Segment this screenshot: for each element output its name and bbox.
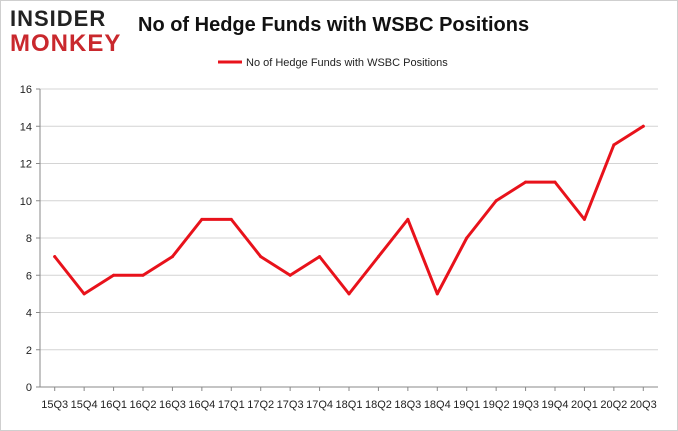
x-tick-label: 15Q4 — [71, 399, 98, 411]
data-point — [494, 199, 498, 203]
x-tick-label: 17Q4 — [306, 399, 333, 411]
data-point — [582, 217, 586, 221]
data-point — [141, 273, 145, 277]
x-tick-label: 20Q1 — [571, 399, 598, 411]
data-point — [612, 143, 616, 147]
x-tick-label: 15Q3 — [41, 399, 68, 411]
logo-text-top: INSIDER — [10, 6, 107, 31]
data-point — [376, 255, 380, 259]
data-point — [288, 273, 292, 277]
x-tick-label: 17Q1 — [218, 399, 245, 411]
logo-text-bottom: MONKEY — [10, 30, 122, 57]
data-point — [318, 255, 322, 259]
x-tick-label: 17Q2 — [247, 399, 274, 411]
x-tick-label: 19Q3 — [512, 399, 539, 411]
y-tick-label: 10 — [20, 196, 32, 208]
grid-lines — [40, 88, 658, 351]
data-point — [53, 255, 57, 259]
legend-label: No of Hedge Funds with WSBC Positions — [246, 57, 448, 69]
insider-monkey-logo: INSIDER MONKEY — [10, 8, 130, 56]
series-group — [53, 124, 645, 296]
x-tick-label: 19Q1 — [453, 399, 480, 411]
data-point — [465, 236, 469, 240]
data-point — [112, 273, 116, 277]
x-tick-label: 16Q4 — [188, 399, 215, 411]
data-point — [200, 217, 204, 221]
data-point — [229, 217, 233, 221]
data-point — [82, 292, 86, 296]
x-tick-label: 19Q4 — [542, 399, 569, 411]
data-point — [406, 217, 410, 221]
data-point — [524, 180, 528, 184]
data-point — [259, 255, 263, 259]
x-tick-label: 18Q3 — [394, 399, 421, 411]
x-tick-label: 20Q3 — [630, 399, 657, 411]
x-tick-label: 18Q1 — [336, 399, 363, 411]
y-tick-label: 4 — [26, 308, 32, 320]
y-tick-label: 12 — [20, 159, 32, 171]
data-point — [435, 292, 439, 296]
chart-title: No of Hedge Funds with WSBC Positions — [138, 14, 530, 36]
x-tick-label: 16Q1 — [100, 399, 127, 411]
y-tick-label: 8 — [26, 233, 32, 245]
x-tick-label: 20Q2 — [600, 399, 627, 411]
x-tick-label: 18Q2 — [365, 399, 392, 411]
axes — [36, 88, 658, 391]
x-tick-label: 18Q4 — [424, 399, 451, 411]
x-tick-label: 16Q2 — [130, 399, 157, 411]
legend: No of Hedge Funds with WSBC Positions — [218, 57, 448, 69]
y-tick-label: 16 — [20, 84, 32, 96]
x-tick-label: 19Q2 — [483, 399, 510, 411]
x-tick-labels: 15Q3 15Q4 16Q1 16Q2 16Q3 16Q4 17Q1 17Q2 17Q3 17Q4… — [41, 399, 656, 411]
y-tick-label: 6 — [26, 270, 32, 282]
y-tick-labels: 0 2 4 6 8 10 12 14 16 — [20, 84, 32, 394]
data-point — [347, 292, 351, 296]
x-tick-label: 17Q3 — [277, 399, 304, 411]
y-tick-label: 2 — [26, 345, 32, 357]
data-point — [641, 124, 645, 128]
y-tick-label: 14 — [20, 121, 32, 133]
data-point — [553, 180, 557, 184]
series-line — [53, 124, 645, 296]
y-tick-label: 0 — [26, 382, 32, 394]
data-point — [170, 255, 174, 259]
x-tick-label: 16Q3 — [159, 399, 186, 411]
